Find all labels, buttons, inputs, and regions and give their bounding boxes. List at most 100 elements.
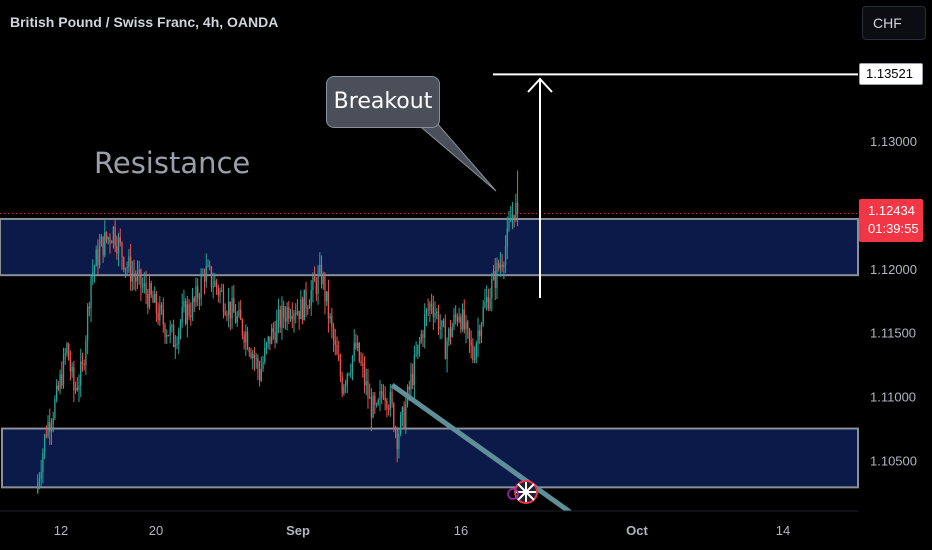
candle-body [281, 305, 283, 328]
candle-body [381, 391, 383, 395]
candle-body [399, 414, 402, 435]
candle-body [145, 283, 147, 295]
descending-trendline [390, 382, 572, 515]
candle-body [42, 452, 44, 473]
candle-body [344, 383, 347, 387]
candle-body [215, 280, 218, 288]
candle-body [166, 335, 168, 337]
candle-body [123, 257, 125, 270]
candle-body [503, 265, 505, 268]
candle-body [197, 286, 199, 299]
candle-body [420, 333, 422, 342]
candle-body [343, 386, 345, 394]
candle-body [105, 232, 108, 240]
candle-body [298, 310, 300, 320]
candle-body [417, 344, 419, 355]
candle-body [57, 385, 60, 390]
candle-body [291, 316, 293, 320]
candle-body [320, 264, 323, 285]
candle-body [83, 364, 85, 366]
candle-body [479, 330, 481, 337]
breakout-callout[interactable]: Breakout [326, 76, 440, 128]
x-tick-label: 14 [776, 523, 790, 538]
candle-body [176, 343, 178, 346]
candle-body [424, 314, 426, 339]
candle-body [410, 373, 412, 390]
x-tick-label: Sep [286, 523, 310, 538]
candle-body [441, 320, 443, 328]
candle-body [50, 424, 53, 432]
candle-body [152, 295, 154, 303]
candle-body [155, 293, 158, 313]
candle-body [258, 369, 261, 381]
candle-body [253, 354, 256, 359]
candle-body [276, 320, 278, 343]
candle-body [396, 429, 398, 449]
candle-body [47, 421, 49, 436]
candle-body [374, 395, 376, 405]
candle-body [171, 325, 173, 327]
candle-body [492, 270, 495, 280]
candle-body [326, 291, 328, 302]
currency-button[interactable]: CHF [862, 6, 926, 40]
candle-body [413, 354, 416, 386]
candle-body [515, 202, 517, 220]
candle-body [162, 309, 164, 325]
candle-body [88, 306, 90, 309]
breakout-arrow-head [527, 77, 553, 93]
candle-body [260, 368, 262, 381]
candle-body [429, 303, 431, 311]
candle-body [66, 343, 68, 354]
candle-body [283, 305, 285, 318]
candle-body [133, 273, 135, 278]
candle-body [136, 273, 139, 282]
candle-body [111, 242, 113, 244]
current-price-value: 1.12434 [868, 203, 915, 218]
candle-body [472, 345, 474, 360]
candle-body [55, 385, 58, 400]
candle-body [494, 270, 496, 288]
candle-body [477, 330, 479, 344]
candle-body [375, 403, 378, 405]
candle-body [246, 331, 249, 350]
candle-body [207, 265, 209, 267]
candle-body [219, 290, 221, 296]
candle-body [277, 309, 280, 321]
candle-body [190, 315, 192, 318]
candle-body [138, 269, 140, 274]
candle-body [448, 328, 450, 342]
candle-body [379, 391, 381, 400]
candle-body [389, 391, 391, 410]
candle-body [64, 353, 66, 355]
candle-body [279, 309, 281, 328]
candle-body [107, 237, 109, 240]
candle-body [248, 349, 250, 353]
candle-body [300, 299, 302, 320]
candle-body [453, 314, 455, 327]
candle-body [269, 336, 271, 344]
candle-body [73, 366, 75, 391]
x-tick-label: 12 [54, 523, 68, 538]
candle-body [148, 283, 151, 308]
candle-body [295, 313, 297, 315]
candle-body [274, 331, 276, 343]
y-tick-label: 1.11500 [870, 326, 916, 341]
candle-body [100, 236, 103, 247]
candle-body [221, 290, 223, 292]
candle-body [482, 307, 484, 325]
candle-body [516, 202, 519, 214]
candle-body [384, 397, 386, 401]
candle-body [76, 387, 78, 390]
candle-body [412, 373, 414, 386]
candle-body [307, 308, 309, 310]
candle-body [160, 304, 163, 310]
candle-body [513, 214, 515, 220]
candle-body [339, 359, 342, 377]
candle-body [310, 290, 312, 307]
candle-body [393, 403, 395, 430]
candle-body [222, 290, 225, 313]
candle-body [140, 269, 142, 288]
candle-body [491, 279, 493, 298]
candle-body [475, 343, 477, 359]
